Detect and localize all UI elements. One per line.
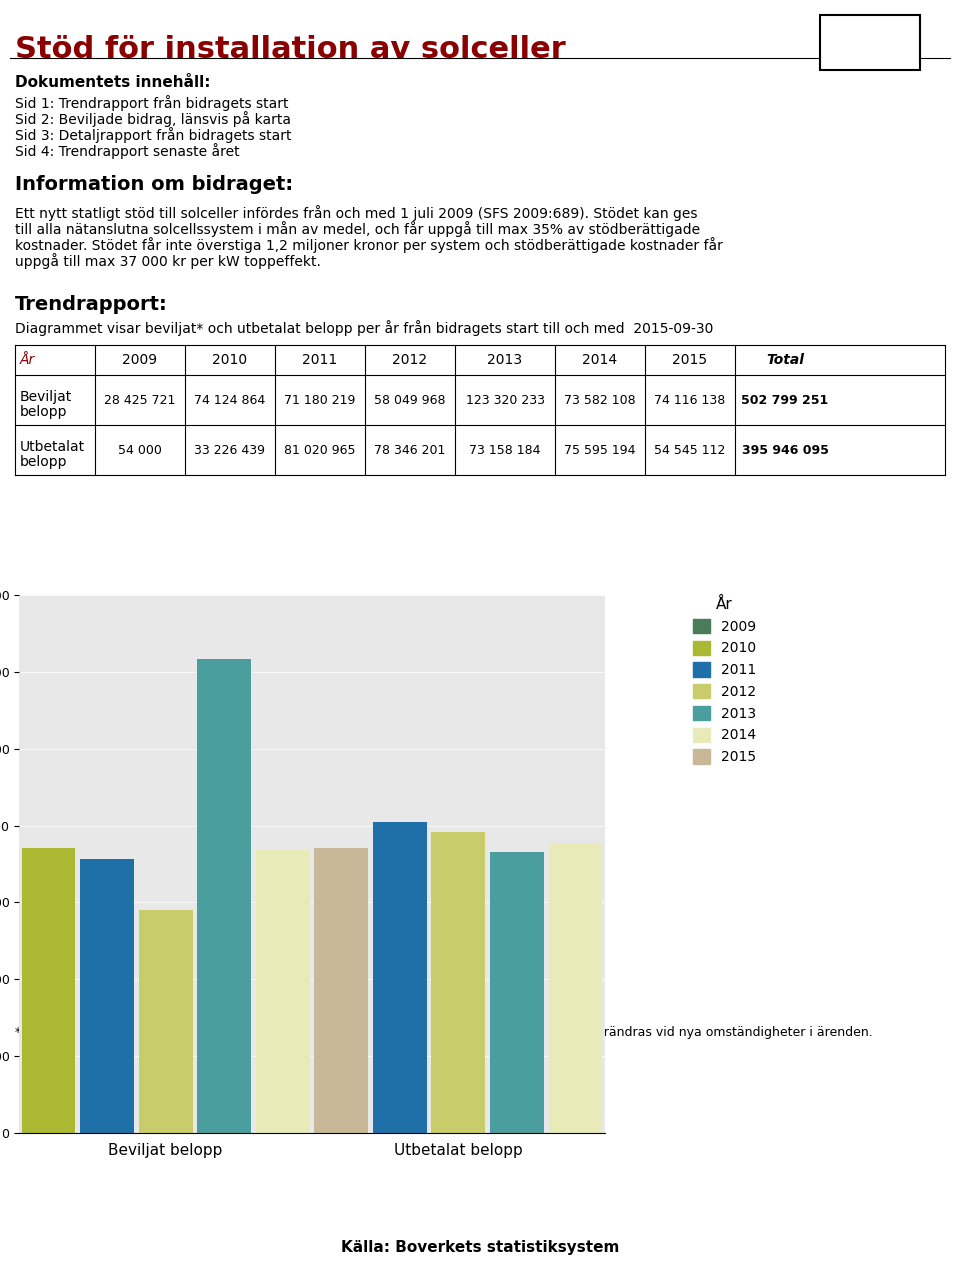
Text: 74 124 864: 74 124 864	[194, 393, 266, 407]
Bar	[490, 852, 544, 1133]
Text: 78 346 201: 78 346 201	[374, 443, 445, 457]
Text: 502 799 251: 502 799 251	[741, 393, 828, 407]
Text: uppgå till max 37 000 kr per kW toppeffekt.: uppgå till max 37 000 kr per kW toppeffe…	[15, 253, 321, 269]
Bar	[138, 910, 193, 1133]
Bar	[80, 859, 134, 1133]
Text: 2010: 2010	[212, 353, 248, 367]
Bar	[431, 832, 486, 1133]
Text: Sid 2: Beviljade bidrag, länsvis på karta: Sid 2: Beviljade bidrag, länsvis på kart…	[15, 111, 291, 127]
Text: Sid 1: Trendrapport från bidragets start: Sid 1: Trendrapport från bidragets start	[15, 95, 289, 111]
Text: Dokumentets innehåll:: Dokumentets innehåll:	[15, 76, 210, 90]
Text: Ett nytt statligt stöd till solceller infördes från och med 1 juli 2009 (SFS 200: Ett nytt statligt stöd till solceller in…	[15, 205, 698, 221]
Bar	[197, 659, 252, 1133]
Text: 2009: 2009	[123, 353, 157, 367]
Text: Sid 3: Detaljrapport från bidragets start: Sid 3: Detaljrapport från bidragets star…	[15, 127, 292, 143]
Text: 2015: 2015	[672, 353, 708, 367]
Text: Beviljat: Beviljat	[20, 390, 72, 404]
Text: 81 020 965: 81 020 965	[284, 443, 356, 457]
Text: till alla nätanslutna solcellssystem i mån av medel, och får uppgå till max 35% : till alla nätanslutna solcellssystem i m…	[15, 221, 700, 237]
Text: Källa: Boverkets statistiksystem: Källa: Boverkets statistiksystem	[341, 1240, 619, 1254]
Text: Total: Total	[766, 353, 804, 367]
Text: belopp: belopp	[20, 404, 67, 419]
Legend: 2009, 2010, 2011, 2012, 2013, 2014, 2015: 2009, 2010, 2011, 2012, 2013, 2014, 2015	[687, 591, 762, 769]
Bar	[255, 850, 310, 1133]
Text: 74 116 138: 74 116 138	[655, 393, 726, 407]
Text: År: År	[20, 353, 36, 367]
Text: 54 000: 54 000	[118, 443, 162, 457]
Text: 2012: 2012	[393, 353, 427, 367]
Text: Stöd för installation av solceller: Stöd för installation av solceller	[15, 35, 565, 64]
Bar	[21, 849, 76, 1133]
Text: 395 946 095: 395 946 095	[741, 443, 828, 457]
Text: Sid 4: Trendrapport senaste året: Sid 4: Trendrapport senaste året	[15, 143, 240, 159]
Text: 28 425 721: 28 425 721	[105, 393, 176, 407]
Text: 33 226 439: 33 226 439	[195, 443, 266, 457]
Bar	[314, 849, 369, 1133]
Bar	[548, 842, 603, 1133]
Text: 54 545 112: 54 545 112	[655, 443, 726, 457]
Text: Diagrammet visar beviljat* och utbetalat belopp per år från bidragets start till: Diagrammet visar beviljat* och utbetalat…	[15, 320, 713, 335]
Text: *Beviljat belopp på den här och följande sidor visar en förväntad utbetalning so: *Beviljat belopp på den här och följande…	[15, 1025, 873, 1039]
Text: 73 158 184: 73 158 184	[469, 443, 540, 457]
Text: 71 180 219: 71 180 219	[284, 393, 356, 407]
Text: 2014: 2014	[583, 353, 617, 367]
Bar	[0, 1024, 17, 1133]
Text: kostnader. Stödet får inte överstiga 1,2 miljoner kronor per system och stödberä: kostnader. Stödet får inte överstiga 1,2…	[15, 237, 723, 253]
Text: 2011: 2011	[302, 353, 338, 367]
Text: 2013: 2013	[488, 353, 522, 367]
Text: 123 320 233: 123 320 233	[466, 393, 544, 407]
Text: Trendrapport:: Trendrapport:	[15, 294, 168, 314]
Bar	[314, 1005, 369, 1133]
Text: 73 582 108: 73 582 108	[564, 393, 636, 407]
Text: Utbetalat: Utbetalat	[20, 440, 85, 454]
Text: Information om bidraget:: Information om bidraget:	[15, 175, 293, 195]
Text: 58 049 968: 58 049 968	[374, 393, 445, 407]
Text: 75 595 194: 75 595 194	[564, 443, 636, 457]
Bar	[372, 822, 427, 1133]
Text: belopp: belopp	[20, 454, 67, 468]
Bar	[607, 923, 661, 1133]
